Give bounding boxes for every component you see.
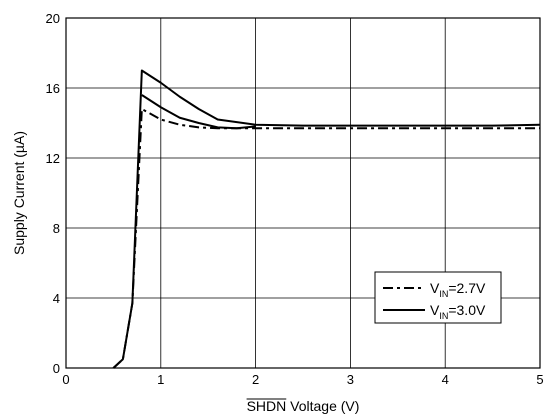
legend-label-3p0v: VIN=3.0V [430, 302, 486, 321]
y-tick-label: 8 [53, 221, 60, 236]
x-tick-labels: 0 1 2 3 4 5 [62, 372, 543, 387]
x-tick-label: 5 [536, 372, 543, 387]
legend: VIN=2.7V VIN=3.0V [374, 271, 502, 324]
y-tick-label: 4 [53, 291, 60, 306]
x-tick-label: 0 [62, 372, 69, 387]
y-tick-label: 12 [46, 151, 60, 166]
series-line-1 [112, 69, 541, 369]
legend-label-2p7v: VIN=2.7V [430, 280, 486, 299]
x-axis-label-overline: SHDN [247, 398, 287, 414]
series-lines [112, 69, 541, 369]
y-tick-label: 0 [53, 361, 60, 376]
series-line-0 [112, 108, 540, 369]
x-axis-label: SHDN Voltage (V) [246, 398, 360, 414]
plot-frame [65, 17, 541, 369]
x-tick-label: 4 [442, 372, 449, 387]
x-axis-label-rest: Voltage (V) [286, 398, 359, 414]
y-tick-label: 20 [46, 11, 60, 26]
grid-lines [66, 18, 540, 368]
x-tick-label: 1 [157, 372, 164, 387]
x-tick-label: 2 [252, 372, 259, 387]
legend-box [374, 271, 502, 324]
y-axis-label: Supply Current (µA) [11, 131, 27, 255]
series-line-2 [141, 94, 256, 130]
x-tick-label: 3 [347, 372, 354, 387]
y-tick-label: 16 [46, 81, 60, 96]
svg-text:SHDN Voltage (V): SHDN Voltage (V) [247, 398, 360, 414]
y-tick-labels: 0 4 8 12 16 20 [46, 11, 60, 376]
